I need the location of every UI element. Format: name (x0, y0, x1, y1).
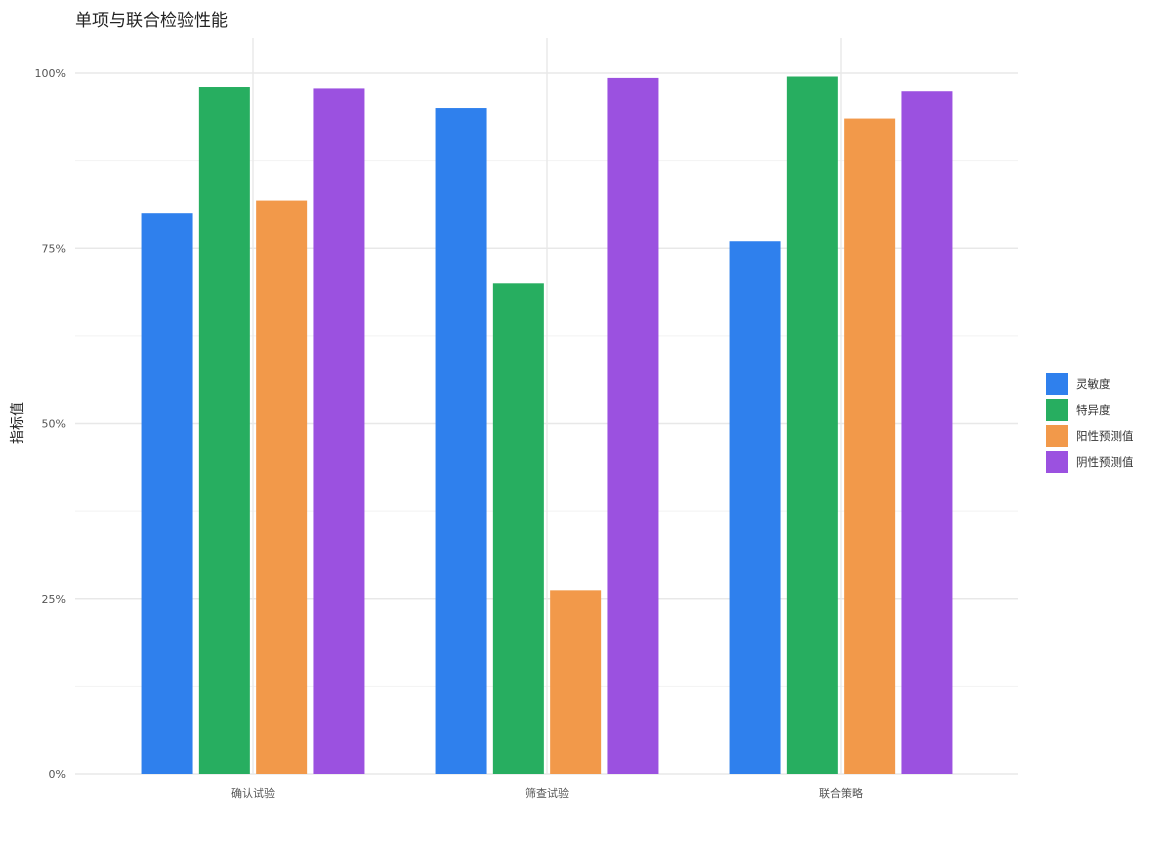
legend-swatch (1046, 399, 1068, 421)
bar-阳性预测值-联合策略 (844, 118, 896, 774)
legend-label: 灵敏度 (1076, 377, 1111, 391)
legend-swatch (1046, 373, 1068, 395)
chart-title: 单项与联合检验性能 (75, 11, 228, 31)
legend-label: 阴性预测值 (1076, 455, 1134, 469)
legend-label: 特异度 (1076, 403, 1111, 417)
legend-item: 特异度 (1046, 397, 1134, 423)
x-tick-label: 确认试验 (231, 786, 275, 800)
bar-阴性预测值-确认试验 (313, 88, 365, 774)
x-tick-label: 筛查试验 (525, 786, 569, 800)
bar-阳性预测值-确认试验 (256, 200, 308, 774)
x-tick-labels: 确认试验 筛查试验 联合策略 (231, 786, 863, 800)
bar-灵敏度-筛查试验 (435, 108, 487, 775)
x-tick-label: 联合策略 (819, 786, 863, 800)
bar-阴性预测值-联合策略 (901, 91, 953, 774)
y-tick-labels: 0% 25% 50% 75% 100% (35, 67, 66, 781)
legend-swatch (1046, 425, 1068, 447)
y-tick-label: 25% (42, 593, 66, 606)
legend: 灵敏度特异度阳性预测值阴性预测值 (1046, 371, 1134, 475)
bar-阴性预测值-筛查试验 (607, 77, 659, 775)
y-tick-label: 50% (42, 418, 66, 431)
y-axis-title: 指标值 (10, 402, 26, 444)
bar-灵敏度-联合策略 (729, 241, 781, 775)
bar-阳性预测值-筛查试验 (550, 590, 602, 774)
y-tick-label: 0% (49, 768, 66, 781)
bars (141, 76, 953, 775)
legend-item: 灵敏度 (1046, 371, 1134, 397)
legend-label: 阳性预测值 (1076, 429, 1134, 443)
legend-swatch (1046, 451, 1068, 473)
bar-特异度-联合策略 (786, 76, 838, 774)
legend-item: 阴性预测值 (1046, 449, 1134, 475)
y-tick-label: 100% (35, 67, 66, 80)
legend-item: 阳性预测值 (1046, 423, 1134, 449)
y-tick-label: 75% (42, 242, 66, 255)
bar-灵敏度-确认试验 (141, 213, 193, 774)
bar-特异度-筛查试验 (492, 283, 544, 774)
bar-特异度-确认试验 (198, 87, 250, 774)
